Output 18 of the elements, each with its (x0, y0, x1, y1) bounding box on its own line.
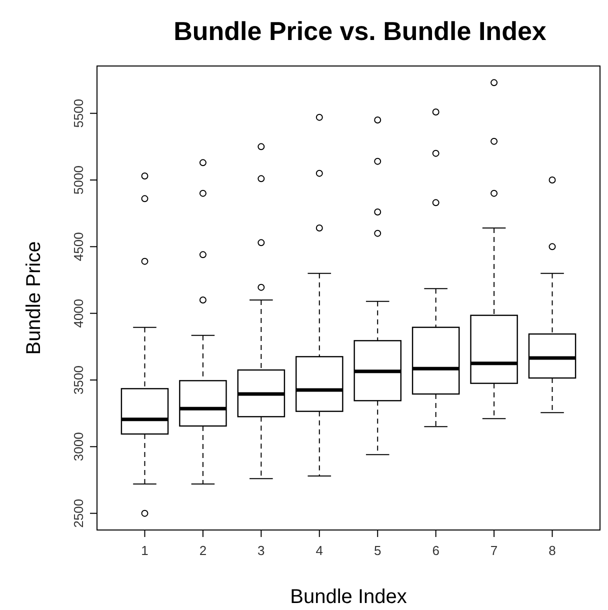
y-tick-label: 4500 (71, 232, 86, 262)
y-tick-label: 4000 (71, 298, 86, 328)
x-tick-label: 8 (548, 543, 556, 558)
x-tick-label: 6 (432, 543, 440, 558)
y-tick-label: 5000 (71, 166, 86, 194)
y-tick-label: 2500 (71, 498, 86, 528)
x-tick-label: 3 (258, 543, 265, 558)
x-tick-label: 1 (141, 543, 148, 558)
x-tick-label: 4 (316, 543, 324, 558)
y-axis-title: Bundle Price (23, 241, 45, 355)
x-tick-label: 5 (374, 543, 382, 558)
y-tick-label: 3500 (71, 366, 86, 394)
x-tick-label: 2 (199, 543, 207, 558)
x-tick-label: 7 (490, 543, 498, 558)
y-tick-label: 5500 (71, 98, 86, 128)
chart-title: Bundle Price vs. Bundle Index (174, 16, 547, 46)
x-axis-title: Bundle Index (290, 586, 407, 608)
y-tick-label: 3000 (71, 432, 86, 462)
